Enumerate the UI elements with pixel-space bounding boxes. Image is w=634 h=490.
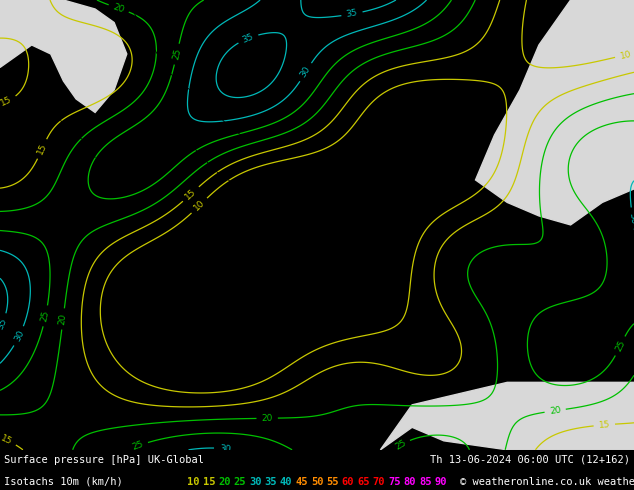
Text: 30: 30	[299, 65, 313, 79]
Text: 55: 55	[327, 477, 339, 487]
Text: 25: 25	[233, 477, 246, 487]
Text: 75: 75	[388, 477, 401, 487]
Text: 15: 15	[0, 95, 13, 108]
Text: 30: 30	[219, 443, 231, 454]
Text: 45: 45	[295, 477, 308, 487]
Text: 70: 70	[373, 477, 385, 487]
Text: 25: 25	[40, 310, 51, 322]
Text: 10: 10	[192, 198, 207, 213]
Text: 85: 85	[419, 477, 432, 487]
Text: 25: 25	[131, 440, 145, 452]
Text: © weatheronline.co.uk weatheronline.co.uk: © weatheronline.co.uk weatheronline.co.u…	[460, 477, 634, 487]
Text: 30: 30	[249, 477, 261, 487]
Text: 30: 30	[13, 329, 25, 343]
Text: 20: 20	[261, 414, 273, 423]
Text: 15: 15	[36, 142, 49, 156]
Text: 20: 20	[549, 405, 562, 416]
Polygon shape	[380, 382, 634, 450]
Text: 40: 40	[280, 477, 292, 487]
Text: 90: 90	[435, 477, 447, 487]
Text: 35: 35	[346, 8, 358, 20]
Polygon shape	[0, 0, 127, 112]
Text: 20: 20	[218, 477, 231, 487]
Text: 25: 25	[393, 439, 408, 452]
Text: 15: 15	[202, 477, 215, 487]
Text: 80: 80	[404, 477, 416, 487]
Text: 10: 10	[187, 477, 200, 487]
Text: Isotachs 10m (km/h): Isotachs 10m (km/h)	[4, 477, 123, 487]
Text: 60: 60	[342, 477, 354, 487]
Text: 20: 20	[58, 313, 68, 325]
Text: 65: 65	[358, 477, 370, 487]
Text: 50: 50	[311, 477, 323, 487]
Text: 25: 25	[614, 339, 627, 353]
Text: 35: 35	[264, 477, 277, 487]
Text: 15: 15	[598, 420, 611, 430]
Text: Surface pressure [hPa] UK-Global: Surface pressure [hPa] UK-Global	[4, 455, 204, 465]
Text: 10: 10	[619, 49, 632, 61]
Text: 15: 15	[184, 187, 198, 201]
Text: 20: 20	[112, 2, 126, 15]
Text: 30: 30	[627, 212, 634, 224]
Text: 15: 15	[0, 433, 13, 446]
Text: 25: 25	[171, 48, 183, 61]
Text: 35: 35	[241, 32, 255, 45]
Text: Th 13-06-2024 06:00 UTC (12+162): Th 13-06-2024 06:00 UTC (12+162)	[430, 455, 630, 465]
Polygon shape	[476, 0, 634, 225]
Text: 35: 35	[0, 317, 9, 330]
